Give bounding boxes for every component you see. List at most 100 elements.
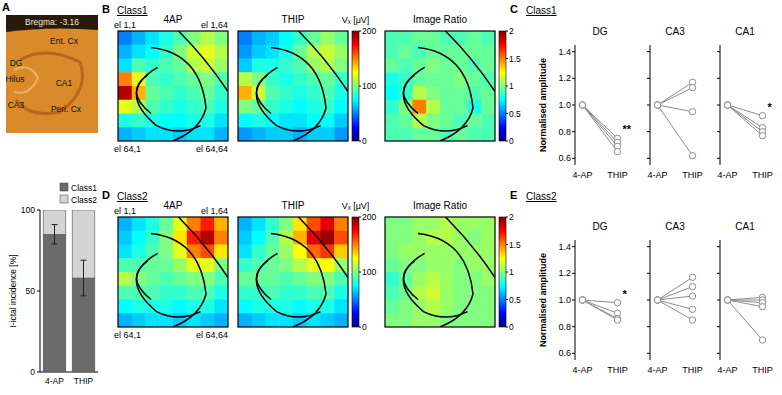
heatmap-cell: [118, 100, 132, 114]
heatmap-cell: [201, 127, 215, 141]
y-tick: [647, 353, 650, 354]
colorbar-tick: [506, 58, 508, 59]
y-tick: [717, 158, 720, 159]
heatmap-cells: [118, 31, 228, 141]
heatmap-cell: [468, 217, 482, 231]
panel-letter: A: [2, 1, 10, 13]
heatmap-cell: [399, 31, 413, 45]
heatmap-cell: [118, 272, 132, 286]
heatmap-cell: [413, 86, 427, 100]
heatmap-cell: [385, 300, 399, 314]
heatmap-cell: [307, 86, 321, 100]
heatmap-cell: [385, 258, 399, 272]
heatmap-cell: [307, 217, 321, 231]
point: [579, 297, 585, 303]
heatmap-cell: [159, 272, 173, 286]
heatmap-cell: [481, 286, 495, 300]
heatmap-cell: [238, 313, 252, 327]
heatmap-cell: [334, 231, 348, 245]
heatmap-cells: [238, 31, 348, 141]
paired-lines: [654, 274, 695, 323]
point: [689, 283, 695, 289]
x-tick-label: THIP: [607, 170, 628, 180]
heatmap-cell: [238, 286, 252, 300]
heatmap-cell: [440, 72, 454, 86]
photo-label: Bregma: -3.16: [25, 17, 79, 27]
heatmap-cell: [132, 86, 146, 100]
significance: **: [623, 123, 632, 135]
x-tick-label: THIP: [752, 170, 773, 180]
panel-letter: C: [510, 3, 518, 15]
significance: *: [623, 288, 628, 300]
heatmap-cell: [440, 300, 454, 314]
colorbar-tick: [506, 217, 508, 218]
y-tick: [717, 326, 720, 327]
heatmap-title: Image Ratio: [413, 200, 467, 211]
heatmap-frame: [238, 31, 348, 141]
point: [654, 297, 660, 303]
series-line: [658, 82, 693, 105]
heatmap-cell: [279, 100, 293, 114]
y-tick-label: 100: [21, 205, 35, 215]
heatmap-cell: [238, 86, 252, 100]
heatmap-cell: [187, 217, 201, 231]
heatmap-cell: [413, 217, 427, 231]
heatmap-cells: [385, 31, 495, 141]
colorbar-tick-label: 1: [509, 81, 514, 91]
heatmap-frame: [385, 217, 495, 327]
point: [759, 337, 765, 343]
heatmap-cell: [293, 72, 307, 86]
point: [614, 299, 620, 305]
heatmap-cell: [187, 100, 201, 114]
heatmap-cell: [118, 217, 132, 231]
paired-lines: [579, 102, 620, 155]
heatmap-cell: [321, 100, 335, 114]
series-line: [583, 300, 618, 320]
heatmap-cell: [118, 72, 132, 86]
panel-letter: B: [102, 3, 110, 15]
significance: *: [768, 101, 773, 113]
heatmap-frame: [118, 31, 228, 141]
heatmap-cell: [118, 300, 132, 314]
y-tick: [572, 300, 575, 301]
y-tick: [572, 246, 575, 247]
plot-title: DG: [593, 26, 608, 37]
point: [654, 102, 660, 108]
paired-lines: [579, 297, 620, 323]
heatmap-cell: [266, 127, 280, 141]
heatmap-cell: [321, 217, 335, 231]
panel-heading: Class2: [526, 191, 557, 202]
paired-lines: [654, 79, 695, 159]
error-cap: [52, 244, 58, 245]
colorbar-tick-label: 0.5: [509, 295, 521, 305]
heatmap-cell: [279, 114, 293, 128]
heatmap-cell: [118, 313, 132, 327]
series-line: [658, 300, 693, 320]
heatmap-cells: [238, 217, 348, 327]
heatmap-cell: [159, 245, 173, 259]
anatomy-outline: [136, 253, 200, 317]
x-tick-label: 4-AP: [45, 376, 64, 386]
colorbar-tick-label: 1.5: [509, 240, 521, 250]
heatmap-cell: [252, 231, 266, 245]
heatmap-cell: [252, 217, 266, 231]
point: [759, 303, 765, 309]
colorbar-tick: [359, 31, 361, 32]
y-tick-label: 0.6: [558, 153, 571, 163]
plot-title: CA1: [735, 26, 755, 37]
series-line: [658, 105, 693, 112]
heatmap-cell: [146, 127, 160, 141]
heatmap-cell: [399, 114, 413, 128]
heatmap-cell: [252, 59, 266, 73]
plot-title: CA1: [735, 221, 755, 232]
heatmap-cell: [132, 127, 146, 141]
bars: [43, 210, 95, 372]
heatmap-cell: [385, 114, 399, 128]
point: [724, 102, 730, 108]
y-tick-label: 1.4: [558, 242, 571, 252]
point: [654, 297, 660, 303]
y-tick: [37, 291, 40, 292]
heatmap-cell: [252, 300, 266, 314]
series-line: [658, 300, 693, 309]
point: [724, 297, 730, 303]
